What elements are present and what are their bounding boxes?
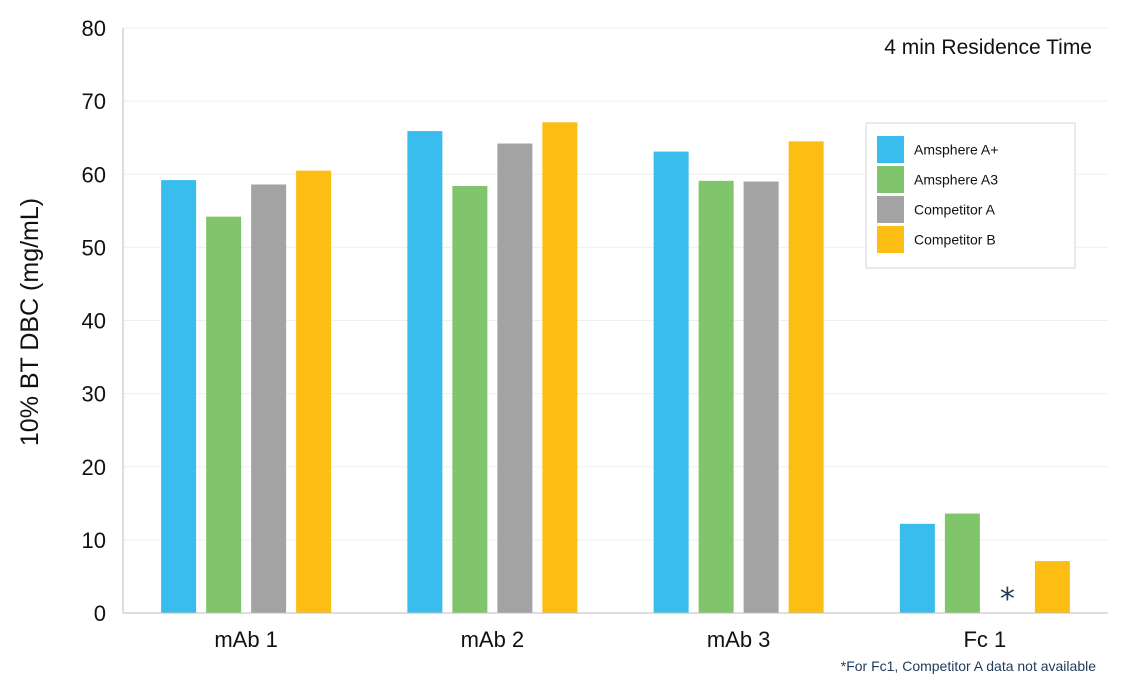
y-tick-label: 0	[94, 601, 106, 626]
residence-time-annotation: 4 min Residence Time	[884, 36, 1092, 59]
bar	[251, 184, 287, 614]
bar	[161, 180, 197, 613]
x-tick-label: mAb 3	[707, 627, 771, 652]
bar	[1034, 561, 1070, 613]
x-tick-label: Fc 1	[963, 627, 1006, 652]
legend-swatch	[877, 136, 904, 163]
y-tick-label: 80	[82, 16, 106, 41]
legend-swatch	[877, 196, 904, 223]
y-tick-label: 30	[82, 382, 106, 407]
y-tick-label: 50	[82, 235, 106, 260]
y-tick-label: 70	[82, 89, 106, 114]
x-tick-labels: mAb 1 mAb 2 mAb 3 Fc 1	[214, 627, 1006, 652]
legend: Amsphere A+ Amsphere A3 Competitor A Compet…	[865, 122, 1076, 269]
bar	[497, 143, 533, 613]
bar	[788, 141, 824, 613]
legend-swatch	[877, 166, 904, 193]
bar	[407, 131, 443, 613]
footnote: *For Fc1, Competitor A data not availabl…	[841, 658, 1096, 674]
bar	[899, 523, 935, 613]
bar	[698, 180, 734, 614]
bar	[653, 151, 689, 614]
legend-swatch	[877, 226, 904, 253]
y-tick-label: 40	[82, 309, 106, 334]
bar	[743, 181, 779, 613]
legend-label: Amsphere A3	[914, 172, 998, 188]
bar	[452, 185, 488, 613]
x-tick-label: mAb 1	[214, 627, 278, 652]
y-tick-labels: 0 10 20 30 40 50 60 70 80	[82, 16, 106, 626]
x-tick-label: mAb 2	[461, 627, 525, 652]
y-tick-label: 60	[82, 162, 106, 187]
bars	[161, 122, 1070, 614]
missing-data-marker: *	[1000, 582, 1015, 617]
legend-label: Competitor B	[914, 232, 996, 248]
legend-label: Competitor A	[914, 202, 996, 218]
axes	[122, 28, 1108, 614]
y-tick-label: 10	[82, 528, 106, 553]
legend-label: Amsphere A+	[914, 142, 998, 158]
bar	[542, 122, 578, 614]
bar	[296, 170, 332, 613]
y-axis-label: 10% BT DBC (mg/mL)	[16, 198, 44, 446]
bar	[206, 216, 242, 613]
bar	[944, 513, 980, 613]
grid-lines	[123, 27, 1108, 541]
y-tick-label: 20	[82, 455, 106, 480]
